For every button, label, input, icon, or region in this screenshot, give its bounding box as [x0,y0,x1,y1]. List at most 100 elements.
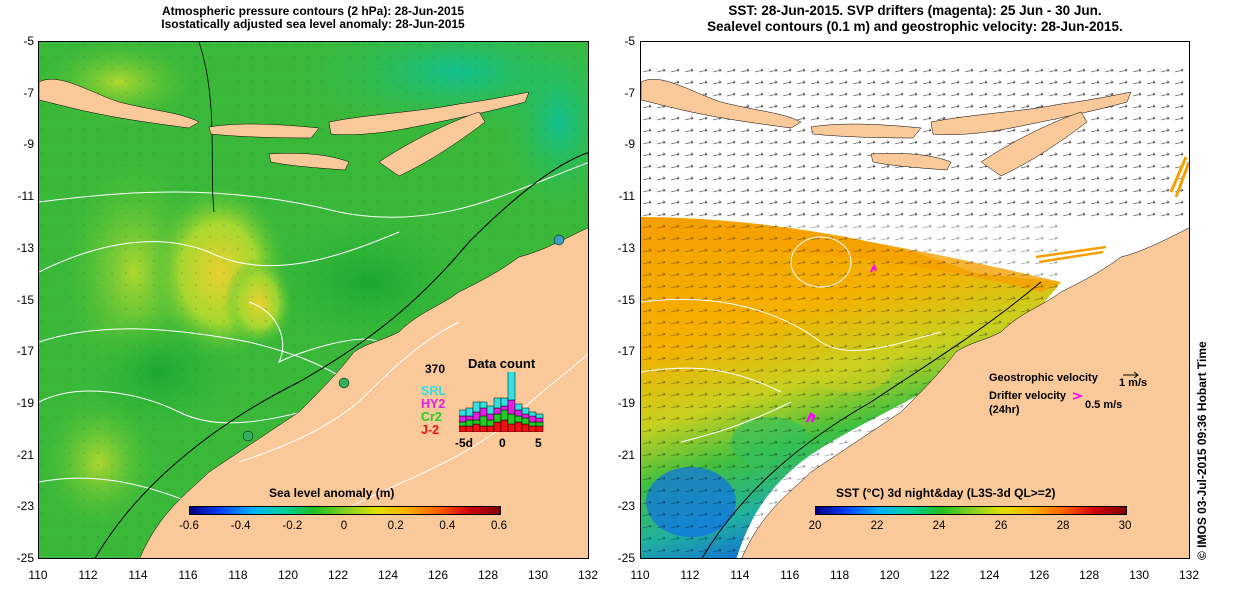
lat-tick-label: -13 [617,240,635,255]
histogram-bar-segment [528,425,537,432]
colorbar-tick-label: -0.6 [179,520,199,532]
histogram-bar-segment [459,425,467,432]
data-count-title: Data count [468,356,536,371]
histogram-bar-segment [486,419,495,427]
lon-tick-label: 124 [377,568,399,582]
histogram-bar-segment [514,403,523,411]
tide-gauge-marker [338,377,350,389]
histogram-bar-segment [459,415,467,423]
drifter-velocity-label: Drifter velocity [989,390,1067,402]
lon-tick-label: 124 [979,568,1000,582]
histogram-bar-segment [528,415,537,423]
hist-tick-0: 0 [499,436,506,450]
satellite-label-j2: J-2 [421,423,440,437]
histogram-bar-segment [507,372,516,401]
lat-tick-label: -5 [23,34,34,48]
lon-tick-label: 110 [630,568,650,582]
sst-map-svg [641,42,1189,558]
java-bali-land [39,79,200,129]
lon-tick-label: 112 [680,568,700,582]
colorbar-tick-label: 22 [870,520,884,532]
lat-tick-label: -7 [23,85,34,100]
lon-tick-label: 120 [879,568,900,582]
sst-map[interactable]: Geostrophic velocity 1 m/s Drifter veloc… [640,41,1190,559]
histogram-bar-segment [500,419,509,432]
histogram-bar-segment [500,409,509,421]
flores-timor-land [930,91,1132,135]
histogram-bar-segment [521,413,530,419]
drifter-scale-arrow [1072,392,1084,400]
left-map-title: Atmospheric pressure contours (2 hPa): 2… [38,5,588,31]
lat-tick-label: -11 [17,189,34,204]
histogram-bar-segment [500,397,509,407]
colorbar-tick-label: 20 [808,520,822,532]
lat-tick-label: -25 [617,551,635,565]
histogram-bar-segment [493,407,502,415]
lat-tick-label: -23 [16,499,34,514]
histogram-bar-segment [535,417,544,423]
lon-tick-label: 110 [28,568,48,582]
histogram-bar-segment [479,407,488,417]
hist-tick-5: 5 [535,436,542,450]
lon-tick-label: 128 [477,568,499,582]
histogram-bar-segment [479,425,488,432]
drifter-track [870,263,877,273]
sea-level-anomaly-map[interactable]: Data count 370 -5d 0 5 SRL HY2 Cr2 J-2 S… [38,41,589,559]
data-count-max: 370 [425,362,446,376]
geostrophic-velocity-label: Geostrophic velocity [989,372,1098,384]
histogram-bar-segment [472,419,481,425]
histogram-bar-segment [514,415,523,423]
tide-gauge-marker [242,430,254,442]
java-bali-land [641,79,802,129]
hist-tick-minus5: -5d [455,436,473,450]
lon-tick-label: 120 [277,568,299,582]
histogram-bar-segment [472,423,481,432]
lat-tick-label: -9 [624,137,635,152]
timor-land [378,111,486,177]
flores-timor-land [328,91,530,135]
lat-tick-label: -11 [618,189,635,204]
histogram-bar-segment [535,425,544,432]
data-count-inset: Data count 370 -5d 0 5 SRL HY2 Cr2 J-2 [409,352,549,462]
histogram-bar-segment [465,407,474,417]
lat-tick-label: -19 [16,395,34,410]
lon-tick-label: 114 [128,568,148,582]
lon-tick-label: 118 [830,568,850,582]
lon-tick-label: 116 [178,568,198,582]
lat-tick-label: -7 [624,85,635,100]
histogram-bar-segment [493,397,502,409]
histogram-bar-segment [459,409,467,417]
lon-tick-label: 114 [730,568,750,582]
histogram-bar-segment [528,421,537,427]
lon-tick-label: 122 [327,568,349,582]
histogram-bar-segment [521,407,530,415]
geostrophic-scale-arrow [1123,371,1139,379]
sst-colorbar-title: SST (°C) 3d night&day (L3S-3d QL>=2) [836,486,1056,500]
histogram-bar-segment [486,413,495,421]
sumba-land [268,153,350,171]
lat-tick-label: -17 [16,344,34,359]
lon-tick-label: 118 [228,568,248,582]
lon-tick-label: 116 [780,568,800,582]
lon-tick-label: 128 [1079,568,1100,582]
histogram-bar-segment [535,413,544,419]
lon-tick-label: 132 [577,568,599,582]
histogram-bar-segment [472,401,481,413]
satellite-label-cr2: Cr2 [421,410,442,424]
lat-tick-label: -9 [23,137,34,152]
colorbar-tick-label: 0.2 [387,520,404,532]
histogram-bar-segment [479,415,488,427]
imos-footer-credit: © IMOS 03-Jul-2015 09:36 Hobart Time [1195,341,1209,560]
histogram-bar-segment [465,425,474,432]
lon-tick-label: 130 [527,568,549,582]
histogram-bar-segment [507,413,516,425]
lat-tick-label: -23 [617,499,635,514]
histogram-bar-segment [514,409,523,417]
lon-tick-label: 126 [427,568,449,582]
histogram-bar-segment [493,421,502,432]
colorbar-tick-label: -0.4 [230,520,251,532]
satellite-label-srl: SRL [421,384,446,398]
histogram-bar-segment [493,413,502,423]
lat-tick-label: -15 [617,292,635,307]
colorbar-tick-label: 0 [340,520,348,532]
